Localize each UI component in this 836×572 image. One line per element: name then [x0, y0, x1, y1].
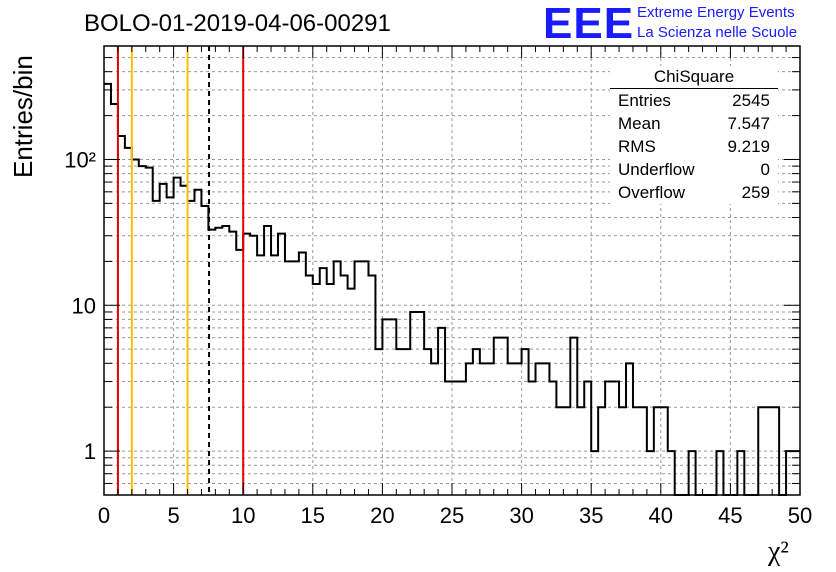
- stats-label: RMS: [618, 137, 656, 156]
- histogram-series: [104, 82, 800, 496]
- y-tick-label: 10²: [64, 147, 96, 172]
- stats-value: 0: [760, 160, 770, 179]
- x-tick-label: 30: [509, 503, 533, 528]
- y-tick-label: 10: [72, 293, 96, 318]
- x-axis-label: χ²: [768, 536, 789, 567]
- stats-value: 9.219: [727, 137, 770, 156]
- stats-label: Mean: [618, 114, 661, 133]
- stats-value: 2545: [732, 91, 770, 110]
- x-tick-label: 5: [167, 503, 179, 528]
- stats-row-overflow: Overflow 259: [610, 181, 778, 204]
- x-tick-label: 0: [98, 503, 110, 528]
- stats-label: Entries: [618, 91, 671, 110]
- stats-label: Overflow: [618, 183, 686, 202]
- logo-caption-line2: La Scienza nelle Scuole: [637, 24, 798, 41]
- stats-row-rms: RMS 9.219: [610, 135, 778, 158]
- y-axis-label: Entries/bin: [8, 55, 38, 178]
- x-tick-label: 50: [788, 503, 812, 528]
- plot-title: BOLO-01-2019-04-06-00291: [84, 10, 391, 37]
- x-tick-label: 25: [440, 503, 464, 528]
- logo-caption: Extreme Energy Events La Scienza nelle S…: [637, 3, 797, 43]
- stats-row-underflow: Underflow 0: [610, 158, 778, 181]
- y-tick-label: 1: [84, 439, 96, 464]
- x-tick-label: 45: [718, 503, 742, 528]
- x-tick-label: 20: [370, 503, 394, 528]
- logo-caption-line1: Extreme Energy Events: [637, 4, 795, 21]
- stats-row-entries: Entries 2545: [610, 89, 778, 112]
- x-tick-label: 35: [579, 503, 603, 528]
- stats-value: 7.547: [727, 114, 770, 133]
- stats-label: Underflow: [618, 160, 695, 179]
- x-tick-label: 10: [231, 503, 255, 528]
- x-tick-label: 40: [649, 503, 673, 528]
- stats-box: ChiSquare Entries 2545 Mean 7.547 RMS 9.…: [610, 66, 778, 204]
- stats-value: 259: [741, 183, 770, 202]
- stats-row-mean: Mean 7.547: [610, 112, 778, 135]
- eee-logo: EEE: [543, 0, 635, 48]
- stats-title: ChiSquare: [610, 66, 778, 89]
- x-tick-label: 15: [301, 503, 325, 528]
